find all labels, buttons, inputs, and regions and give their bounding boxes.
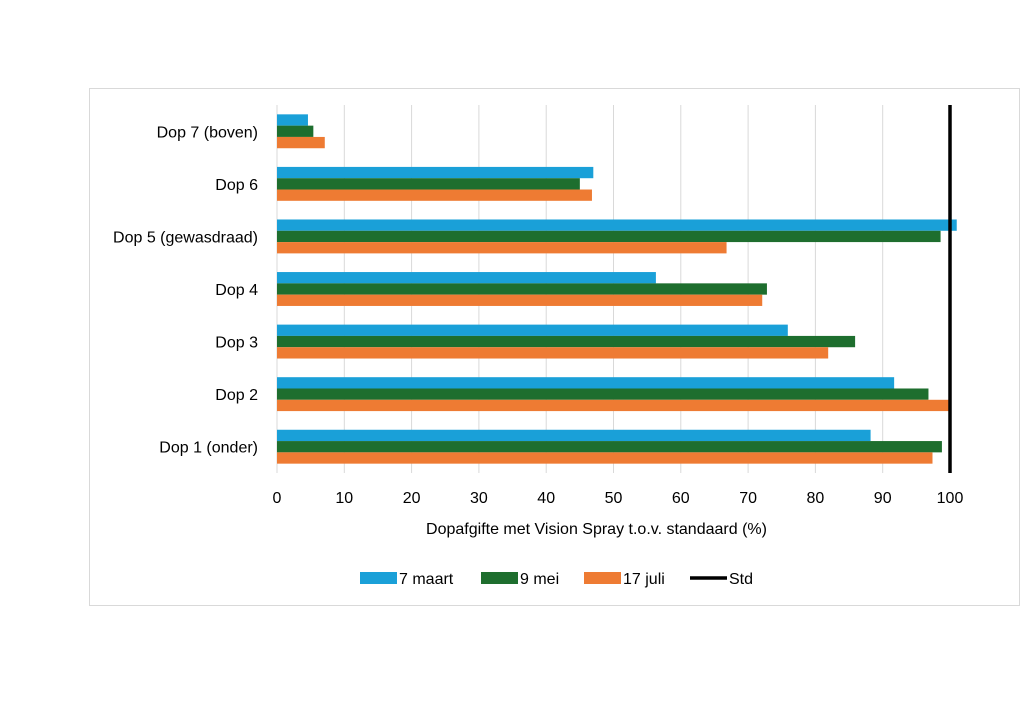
bar-9-mei-6 (277, 388, 929, 400)
legend-label-Std: Std (729, 571, 753, 588)
x-tick-label: 90 (874, 490, 892, 507)
x-tick-label: 10 (335, 490, 353, 507)
bar-17-juli-6 (277, 399, 950, 412)
category-label: Dop 1 (onder) (159, 440, 258, 457)
bar-17-juli-7 (277, 452, 933, 464)
bar-7-maart-2 (277, 166, 594, 179)
bar-9-mei-4 (277, 283, 767, 295)
chart-frame (89, 88, 1020, 606)
bar-17-juli-3 (277, 242, 727, 254)
bar-7-maart-6 (277, 377, 895, 389)
bar-9-mei-3 (277, 230, 941, 243)
category-label: Dop 6 (215, 177, 258, 194)
bar-9-mei-7 (277, 441, 942, 453)
bar-17-juli-5 (277, 347, 829, 359)
legend-swatch-17-juli (584, 572, 621, 584)
x-tick-label: 0 (273, 490, 282, 507)
bar-9-mei-1 (277, 125, 314, 137)
bar-17-juli-4 (277, 294, 763, 306)
x-tick-label: 20 (403, 490, 421, 507)
x-tick-label: 100 (937, 490, 964, 507)
legend-swatch-7-maart (360, 572, 397, 584)
legend-swatch-9-mei (481, 572, 518, 584)
bar-7-maart-1 (277, 114, 308, 126)
x-tick-label: 70 (739, 490, 757, 507)
legend-label-9-mei: 9 mei (520, 571, 559, 588)
category-label: Dop 3 (215, 335, 258, 352)
category-label: Dop 5 (gewasdraad) (113, 229, 258, 246)
bar-9-mei-5 (277, 335, 856, 348)
x-tick-label: 60 (672, 490, 690, 507)
category-label: Dop 2 (215, 387, 258, 404)
x-tick-label: 50 (605, 490, 623, 507)
category-label: Dop 4 (215, 282, 258, 299)
bar-17-juli-1 (277, 136, 325, 149)
bar-7-maart-5 (277, 324, 788, 336)
category-label: Dop 7 (boven) (157, 124, 258, 141)
bar-7-maart-7 (277, 429, 871, 442)
bar-7-maart-3 (277, 219, 957, 231)
bar-7-maart-4 (277, 272, 656, 284)
x-axis-title: Dopafgifte met Vision Spray t.o.v. stand… (426, 521, 767, 538)
x-tick-label: 40 (537, 490, 555, 507)
x-tick-label: 80 (807, 490, 825, 507)
x-tick-label: 30 (470, 490, 488, 507)
legend-label-17-juli: 17 juli (623, 571, 665, 588)
bar-17-juli-2 (277, 189, 592, 201)
legend-label-7-maart: 7 maart (399, 571, 454, 588)
bar-9-mei-2 (277, 178, 580, 190)
